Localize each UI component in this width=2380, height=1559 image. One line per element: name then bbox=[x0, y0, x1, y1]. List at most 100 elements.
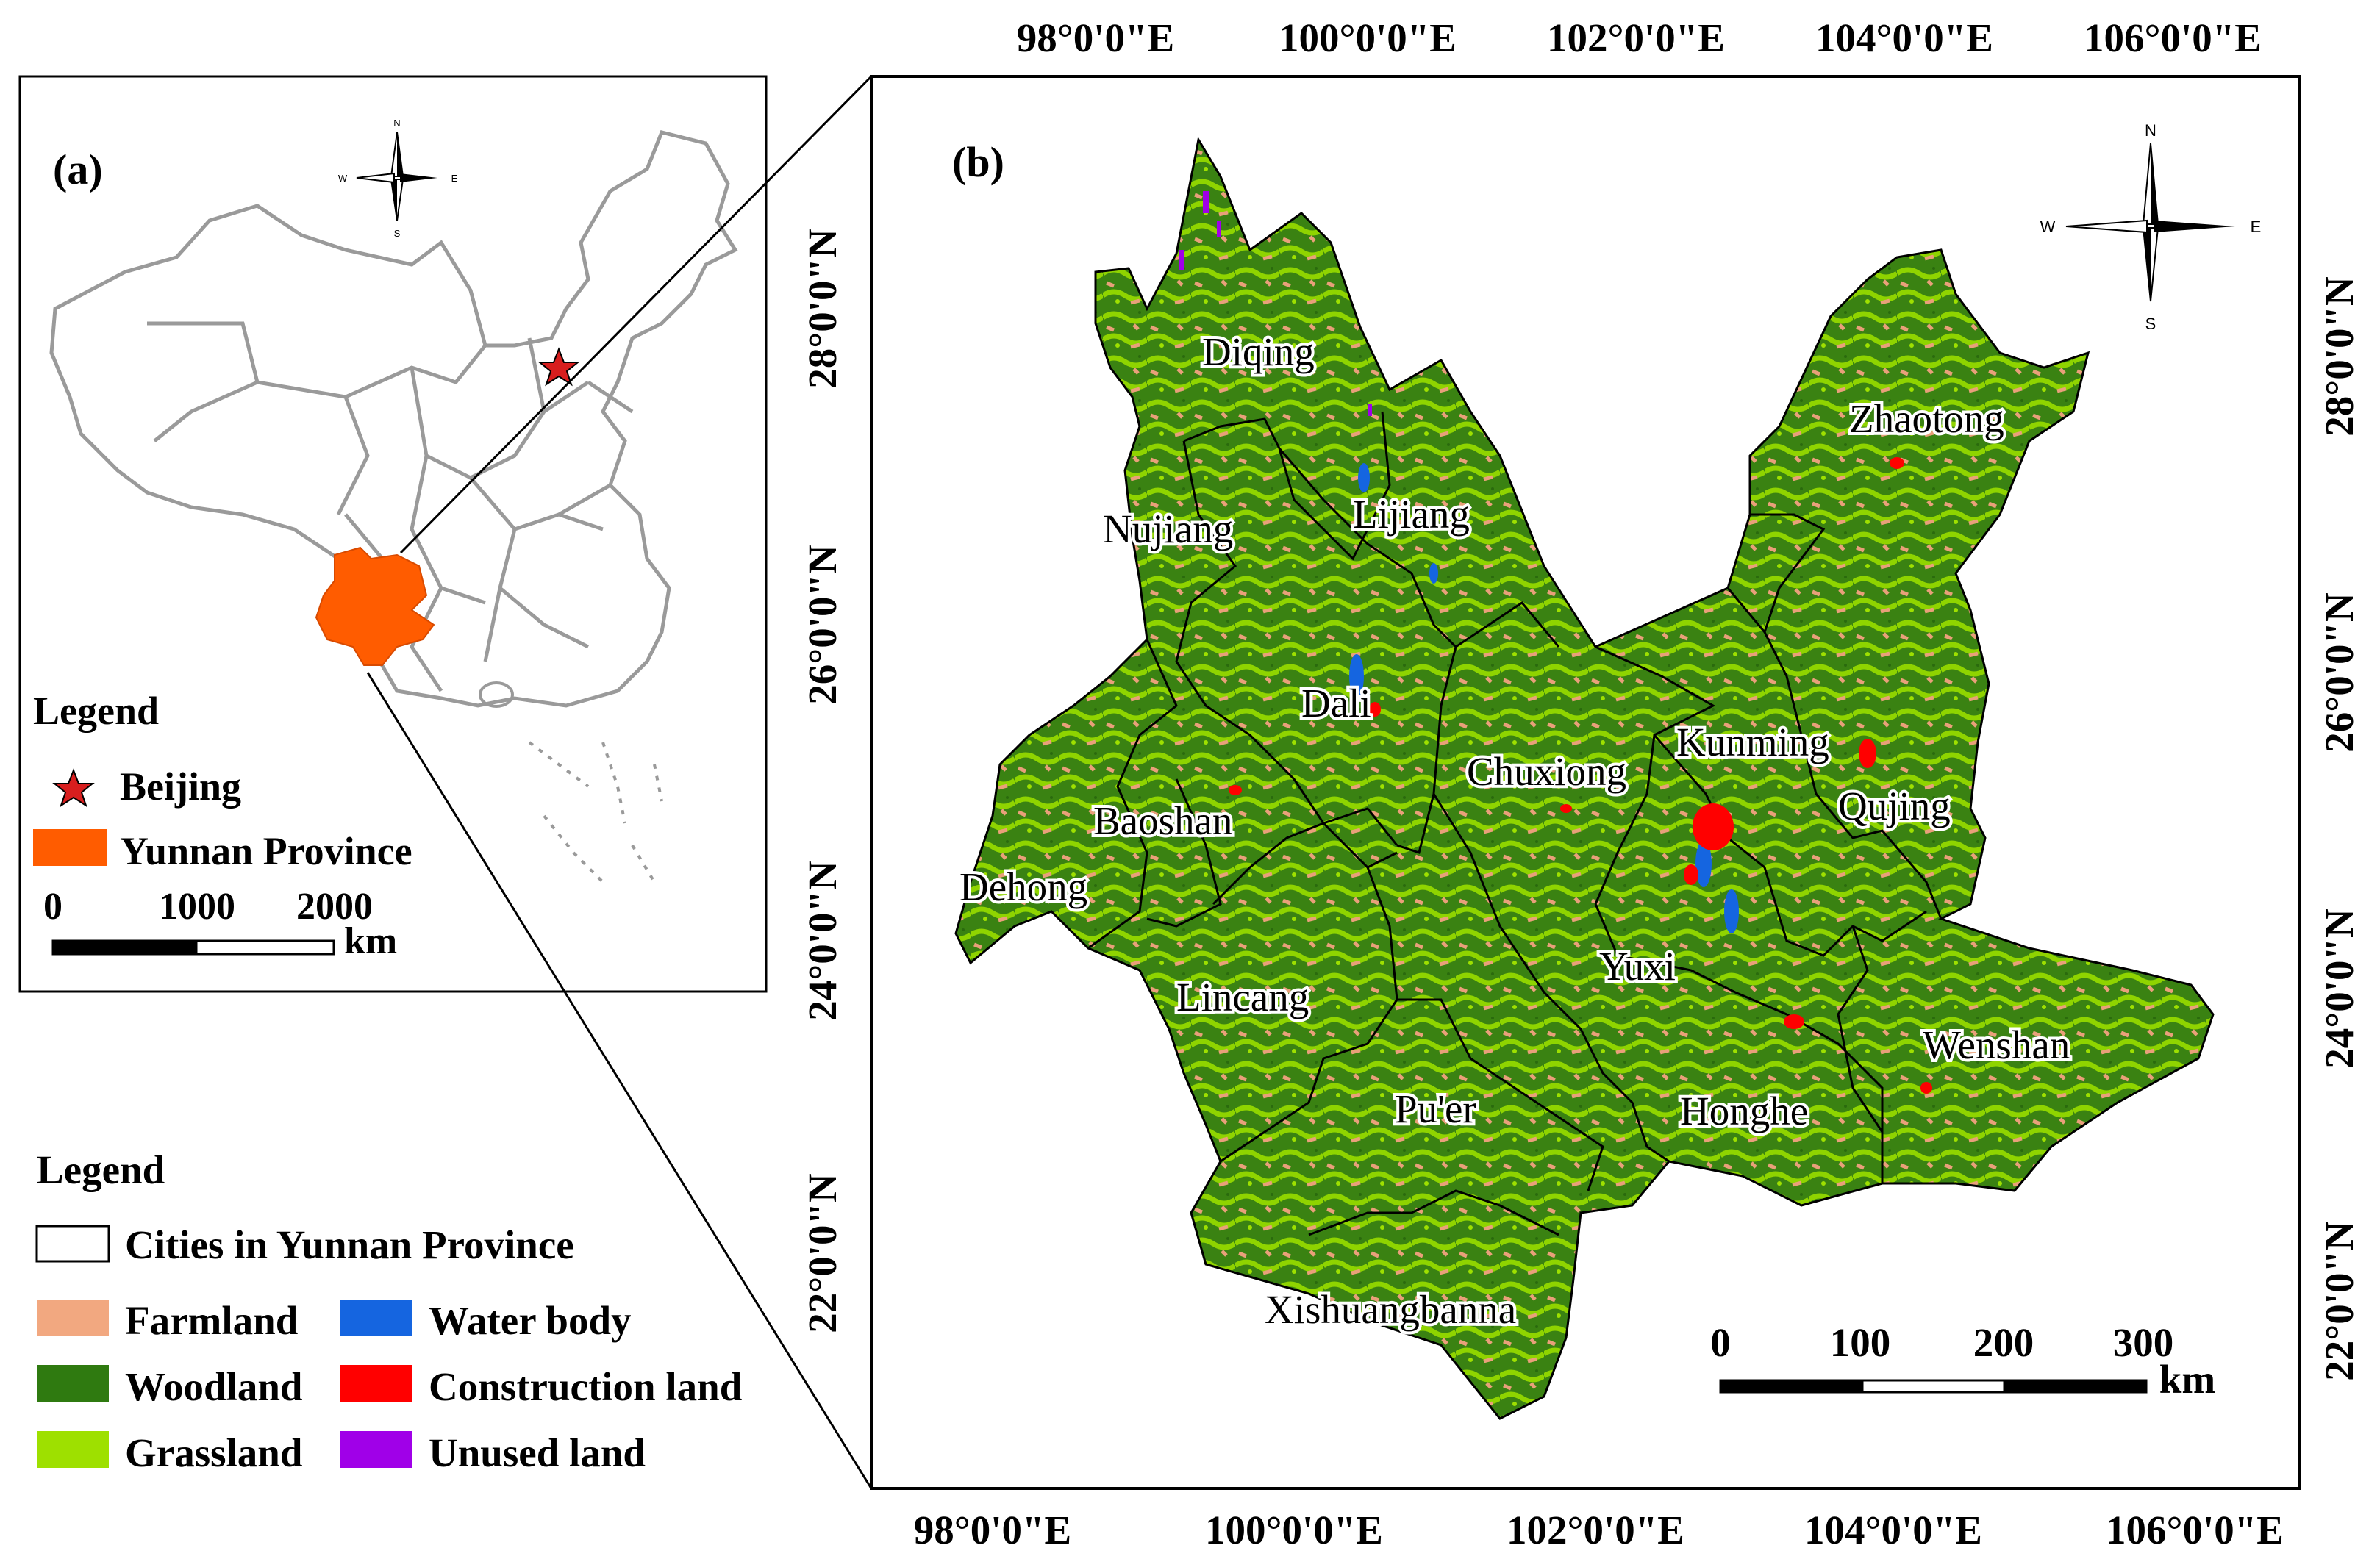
city-label-chuxiong: Chuxiong bbox=[1467, 749, 1626, 794]
svg-text:24°0'0"N: 24°0'0"N bbox=[2317, 908, 2362, 1069]
city-label-puer: Pu'er bbox=[1395, 1086, 1476, 1131]
right-lat-labels: 28°0'0"N 26°0'0"N 24°0'0"N 22°0'0"N bbox=[2317, 276, 2362, 1381]
yunnan-province-highlight bbox=[315, 546, 435, 666]
panel-a-label: (a) bbox=[53, 146, 103, 193]
dianchi-lake bbox=[1695, 840, 1712, 887]
svg-text:100: 100 bbox=[1830, 1320, 1891, 1365]
unused-land bbox=[1179, 191, 1372, 416]
legend-grassland-swatch bbox=[37, 1431, 109, 1468]
svg-text:100°0'0"E: 100°0'0"E bbox=[1279, 15, 1457, 60]
legend-water-swatch bbox=[340, 1300, 412, 1336]
svg-text:28°0'0"N: 28°0'0"N bbox=[800, 229, 845, 389]
city-label-qujing: Qujing bbox=[1838, 784, 1951, 828]
svg-text:300: 300 bbox=[2113, 1320, 2174, 1365]
landcover-legend-title: Legend bbox=[37, 1147, 165, 1192]
south-china-sea-islands bbox=[528, 741, 663, 884]
city-label-baoshan: Baoshan bbox=[1093, 798, 1232, 843]
legend-farmland-swatch bbox=[37, 1300, 109, 1336]
svg-text:24°0'0"N: 24°0'0"N bbox=[800, 861, 845, 1021]
svg-text:26°0'0"N: 26°0'0"N bbox=[2317, 592, 2362, 753]
svg-text:100°0'0"E: 100°0'0"E bbox=[1205, 1508, 1383, 1552]
legend-farmland-label: Farmland bbox=[125, 1298, 298, 1343]
legend-city-boundary-swatch bbox=[35, 1225, 110, 1263]
legend-construction-label: Construction land bbox=[429, 1364, 742, 1409]
fuxian-lake bbox=[1724, 889, 1739, 933]
svg-text:0: 0 bbox=[43, 886, 62, 928]
svg-text:102°0'0"E: 102°0'0"E bbox=[1547, 15, 1725, 60]
city-label-yuxi: Yuxi bbox=[1599, 944, 1676, 989]
construction-land bbox=[1229, 457, 1932, 1094]
legend-yunnan-swatch bbox=[33, 829, 107, 866]
legend-unused-label: Unused land bbox=[429, 1430, 646, 1475]
kunming-urban-area bbox=[1693, 803, 1734, 850]
legend-unused-swatch bbox=[340, 1431, 412, 1468]
compass-a-w: W bbox=[338, 173, 348, 184]
landcover-legend: Legend Cities in Yunnan Province Farmlan… bbox=[35, 1147, 742, 1475]
lugu-lake bbox=[1358, 463, 1370, 492]
svg-text:28°0'0"N: 28°0'0"N bbox=[2317, 276, 2362, 437]
city-label-dehong: Dehong bbox=[959, 864, 1087, 909]
legend-woodland-label: Woodland bbox=[125, 1364, 303, 1409]
svg-text:1000: 1000 bbox=[159, 886, 235, 928]
city-label-dali: Dali bbox=[1301, 681, 1371, 725]
city-label-xishuangbanna: Xishuangbanna bbox=[1265, 1287, 1516, 1332]
city-labels: Diqing Zhaotong Nujiang Lijiang Dali Chu… bbox=[957, 326, 2073, 1335]
scale-bar-a-unit: km bbox=[344, 920, 397, 962]
left-lat-labels: 28°0'0"N 26°0'0"N 24°0'0"N 22°0'0"N bbox=[800, 229, 845, 1333]
bottom-lon-labels: 98°0'0"E 100°0'0"E 102°0'0"E 104°0'0"E 1… bbox=[914, 1508, 2284, 1552]
scale-bar-b: 0 100 200 300 km bbox=[1710, 1320, 2215, 1402]
city-label-lijiang: Lijiang bbox=[1353, 492, 1470, 537]
compass-a: N S W E bbox=[338, 118, 458, 239]
compass-b-e: E bbox=[2251, 218, 2262, 236]
china-map bbox=[49, 130, 738, 708]
svg-text:106°0'0"E: 106°0'0"E bbox=[2084, 15, 2262, 60]
svg-text:102°0'0"E: 102°0'0"E bbox=[1507, 1508, 1684, 1552]
svg-text:98°0'0"E: 98°0'0"E bbox=[914, 1508, 1072, 1552]
legend-construction-swatch bbox=[340, 1365, 412, 1402]
legend-beijing-label: Beijing bbox=[120, 764, 241, 809]
legend-water-label: Water body bbox=[429, 1298, 632, 1343]
compass-a-e: E bbox=[451, 173, 458, 184]
zoom-connector-lines bbox=[366, 75, 873, 1489]
beijing-star-icon bbox=[537, 347, 580, 387]
scale-bar-a: 0 1000 2000 km bbox=[43, 886, 397, 962]
cheng-lake bbox=[1429, 563, 1438, 584]
svg-text:0: 0 bbox=[1710, 1320, 1731, 1365]
svg-text:104°0'0"E: 104°0'0"E bbox=[1804, 1508, 1982, 1552]
compass-b-n: N bbox=[2145, 121, 2156, 140]
city-label-lincang: Lincang bbox=[1176, 975, 1309, 1019]
svg-text:2000: 2000 bbox=[296, 886, 373, 928]
compass-a-s: S bbox=[394, 228, 401, 239]
city-label-wenshan: Wenshan bbox=[1923, 1022, 2070, 1067]
panel-a: (a) bbox=[18, 75, 768, 993]
svg-text:200: 200 bbox=[1973, 1320, 2034, 1365]
city-label-kunming: Kunming bbox=[1676, 720, 1829, 764]
svg-text:26°0'0"N: 26°0'0"N bbox=[800, 545, 845, 705]
scale-bar-b-unit: km bbox=[2159, 1357, 2215, 1402]
hainan-island bbox=[479, 681, 514, 708]
svg-text:106°0'0"E: 106°0'0"E bbox=[2106, 1508, 2284, 1552]
water-bodies bbox=[1349, 463, 1739, 933]
city-label-diqing: Diqing bbox=[1202, 329, 1315, 374]
city-label-zhaotong: Zhaotong bbox=[1849, 396, 2004, 441]
top-lon-labels: 98°0'0"E 100°0'0"E 102°0'0"E 104°0'0"E 1… bbox=[1017, 15, 2262, 60]
svg-text:98°0'0"E: 98°0'0"E bbox=[1017, 15, 1175, 60]
compass-a-n: N bbox=[393, 118, 400, 129]
compass-b-s: S bbox=[2145, 315, 2156, 333]
compass-b: N S W E bbox=[2040, 121, 2262, 333]
legend-city-boundary-label: Cities in Yunnan Province bbox=[125, 1222, 574, 1267]
svg-text:22°0'0"N: 22°0'0"N bbox=[2317, 1221, 2362, 1381]
panel-b-label: (b) bbox=[952, 138, 1004, 186]
city-label-nujiang: Nujiang bbox=[1103, 506, 1233, 551]
city-boundaries bbox=[1087, 411, 1943, 1236]
city-label-honghe: Honghe bbox=[1680, 1089, 1808, 1133]
svg-text:104°0'0"E: 104°0'0"E bbox=[1815, 15, 1993, 60]
svg-text:22°0'0"N: 22°0'0"N bbox=[800, 1173, 845, 1333]
erhai-lake bbox=[1349, 654, 1364, 698]
legend-grassland-label: Grassland bbox=[125, 1430, 302, 1475]
compass-b-w: W bbox=[2040, 218, 2056, 236]
panel-a-legend-title: Legend bbox=[33, 689, 159, 733]
legend-yunnan-label: Yunnan Province bbox=[120, 829, 412, 873]
legend-woodland-swatch bbox=[37, 1365, 109, 1402]
legend-beijing-star-icon bbox=[52, 768, 95, 808]
